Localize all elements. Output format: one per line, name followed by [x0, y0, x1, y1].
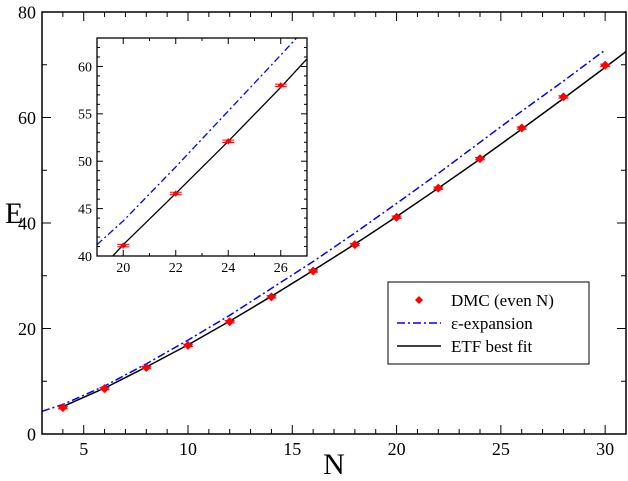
main-dmc-point	[224, 317, 235, 327]
inset-dmc-point	[117, 242, 130, 249]
inset-y-tick-label: 40	[78, 250, 92, 265]
main-dmc-point	[57, 403, 68, 413]
inset-dmc-point	[169, 190, 182, 197]
main-dmc-marker	[141, 363, 151, 373]
main-x-tick-label: 30	[596, 439, 614, 459]
main-dmc-point	[308, 266, 319, 276]
main-y-tick-label: 40	[18, 213, 36, 233]
main-dmc-marker	[225, 317, 235, 327]
inset-dmc-marker	[225, 138, 232, 145]
main-dmc-marker	[266, 292, 276, 302]
main-x-tick-label: 20	[388, 439, 406, 459]
main-y-tick-label: 80	[18, 2, 36, 22]
main-dmc-marker	[433, 183, 443, 193]
inset-y-tick-label: 60	[78, 60, 92, 75]
main-dmc-point	[391, 212, 402, 222]
inset-dmc-point	[274, 82, 287, 89]
x-axis-title: N	[323, 448, 345, 481]
main-x-tick-label: 15	[283, 439, 301, 459]
legend: DMC (even N) ε-expansion ETF best fit	[387, 281, 590, 365]
legend-label: DMC (even N)	[451, 291, 554, 310]
legend-item-dmc-even-n: DMC (even N)	[415, 291, 554, 310]
main-x-tick-label: 5	[79, 439, 88, 459]
legend-item-expansion: ε-expansion	[397, 314, 533, 333]
main-dmc-marker	[100, 384, 110, 394]
main-dmc-point	[99, 384, 110, 394]
inset-dmc-marker	[172, 190, 179, 197]
inset-x-tick-label: 20	[116, 261, 130, 276]
inset-dmc-point	[222, 138, 235, 145]
inset-x-tick-label: 24	[221, 261, 235, 276]
main-y-tick-label: 0	[27, 424, 36, 444]
main-dmc-point	[516, 123, 527, 133]
inset-y-tick-label: 50	[78, 155, 92, 170]
main-dmc-marker	[58, 403, 68, 413]
main-dmc-marker	[558, 92, 568, 102]
main-dmc-marker	[183, 340, 193, 350]
main-dmc-marker	[600, 60, 610, 70]
main-dmc-marker	[350, 240, 360, 250]
main-dmc-point	[558, 92, 569, 102]
main-x-tick-label: 10	[179, 439, 197, 459]
main-dmc-point	[183, 340, 193, 350]
legend-marker	[415, 296, 423, 304]
inset-dmc-marker	[277, 82, 284, 89]
main-dmc-point	[349, 240, 360, 250]
main-y-tick-label: 60	[18, 108, 36, 128]
inset-background	[97, 38, 307, 256]
main-plot: 5 10 15 20 25 30 0 20 40 60 80 N E	[5, 2, 627, 481]
main-dmc-point	[433, 183, 444, 193]
legend-item-etf-best-fit: ETF best fit	[397, 337, 532, 356]
main-x-tick-label: 25	[492, 439, 510, 459]
inset-x-tick-label: 22	[169, 261, 183, 276]
legend-label: ETF best fit	[451, 337, 532, 356]
inset-y-tick-label: 55	[78, 108, 92, 123]
y-axis-title: E	[5, 197, 23, 230]
inset-y-tick-label: 45	[78, 203, 92, 218]
main-dmc-point	[266, 292, 277, 302]
main-dmc-marker	[475, 154, 485, 164]
main-series-expansion-line	[41, 49, 606, 413]
main-dmc-marker	[392, 212, 402, 222]
inset-x-tick-label: 26	[274, 261, 288, 276]
main-dmc-point	[475, 154, 485, 164]
legend-box	[387, 281, 590, 365]
main-dmc-point	[600, 60, 611, 70]
main-dmc-marker	[308, 266, 318, 276]
inset-dmc-marker	[120, 242, 127, 249]
legend-label: ε-expansion	[451, 314, 533, 333]
inset-plot: 20 22 24 26 40 45 50 55 60	[78, 37, 308, 276]
main-dmc-point	[141, 363, 152, 373]
main-dmc-marker	[517, 123, 527, 133]
main-y-tick-label: 20	[18, 319, 36, 339]
